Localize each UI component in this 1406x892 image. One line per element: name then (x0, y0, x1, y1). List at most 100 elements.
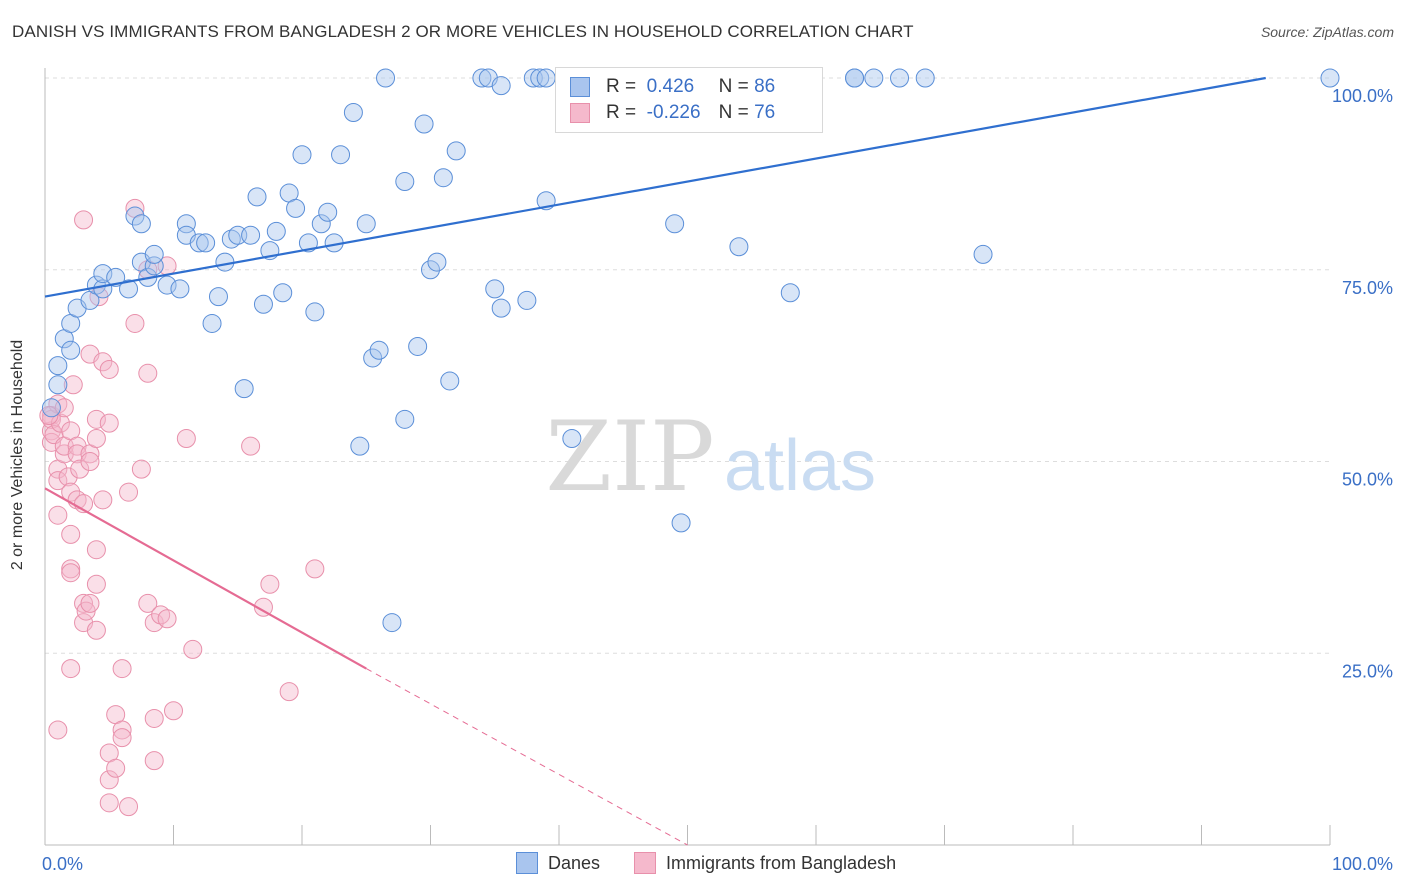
series-legend: Danes Immigrants from Bangladesh (0, 852, 1406, 876)
data-point-bangladesh (48, 505, 68, 525)
data-point-danes (446, 141, 466, 161)
data-point-danes (119, 279, 139, 299)
data-point-bangladesh (61, 563, 81, 583)
data-point-danes (890, 68, 910, 88)
data-point-danes (427, 252, 447, 272)
data-point-bangladesh (119, 482, 139, 502)
data-point-bangladesh (241, 436, 261, 456)
series-danes-points (41, 68, 1340, 633)
data-point-bangladesh (305, 559, 325, 579)
data-point-bangladesh (138, 363, 158, 383)
data-point-danes (414, 114, 434, 134)
data-point-danes (433, 168, 453, 188)
legend-row-danes: R = 0.426 N = 86 (570, 74, 775, 100)
data-point-danes (491, 298, 511, 318)
watermark: ZIP atlas (545, 401, 876, 513)
data-point-danes (170, 279, 190, 299)
data-point-bangladesh (131, 459, 151, 479)
data-point-danes (208, 287, 228, 307)
data-point-danes (286, 198, 306, 218)
data-point-bangladesh (41, 432, 61, 452)
data-point-bangladesh (80, 452, 100, 471)
data-point-danes (234, 379, 254, 399)
data-point-bangladesh (157, 609, 177, 629)
data-point-bangladesh (74, 210, 94, 230)
data-point-danes (176, 214, 196, 234)
data-point-danes (864, 68, 884, 88)
data-point-danes (665, 214, 685, 234)
data-point-bangladesh (99, 793, 119, 813)
data-point-bangladesh (176, 428, 196, 448)
data-point-danes (125, 206, 145, 226)
watermark-zip: ZIP (545, 401, 714, 513)
data-point-danes (356, 214, 376, 234)
data-point-bangladesh (99, 359, 119, 379)
data-point-bangladesh (93, 490, 113, 510)
data-point-danes (241, 225, 261, 245)
y-tick-label: 25.0% (1342, 661, 1393, 681)
data-point-danes (305, 302, 325, 322)
data-point-danes (562, 428, 582, 448)
data-point-danes (131, 214, 151, 234)
stats-legend: R = 0.426 N = 86 R = -0.226 N = 76 (555, 67, 823, 133)
data-point-danes (106, 267, 126, 287)
data-point-bangladesh (39, 405, 59, 425)
legend-n-label: N = (718, 102, 749, 123)
data-point-danes (472, 68, 492, 88)
data-point-danes (369, 340, 389, 360)
data-point-danes (973, 244, 993, 264)
data-point-danes (363, 348, 383, 368)
data-point-danes (144, 256, 164, 276)
data-point-danes (157, 275, 177, 295)
data-point-bangladesh (50, 413, 70, 433)
data-point-danes (1320, 68, 1340, 88)
legend-n-value: 76 (754, 102, 776, 123)
data-point-danes (845, 68, 865, 88)
x-tick-label: 0.0% (42, 854, 83, 874)
legend-r-label: R = (606, 76, 637, 97)
data-point-danes (93, 264, 113, 284)
data-point-bangladesh (112, 659, 132, 679)
data-point-danes (61, 340, 81, 360)
data-point-bangladesh (138, 593, 158, 613)
chart-title: DANISH VS IMMIGRANTS FROM BANGLADESH 2 O… (12, 22, 914, 41)
data-point-bangladesh (86, 540, 106, 560)
data-point-danes (343, 103, 363, 123)
data-point-danes (485, 279, 505, 299)
data-point-bangladesh (279, 682, 299, 702)
data-point-danes (202, 313, 222, 333)
tick-labels: 100.0% 75.0% 50.0% 25.0% 0.0% 100.0% (42, 86, 1393, 874)
data-point-bangladesh (99, 413, 119, 433)
legend-r-value: 0.426 (646, 76, 695, 97)
data-point-danes (536, 68, 556, 88)
data-point-danes (144, 244, 164, 264)
data-point-danes (331, 145, 351, 165)
data-point-bangladesh (48, 720, 68, 740)
data-point-bangladesh (86, 428, 106, 448)
data-point-bangladesh (93, 352, 113, 372)
data-point-bangladesh (80, 593, 100, 613)
data-point-danes (395, 409, 415, 429)
y-tick-label: 50.0% (1342, 470, 1393, 490)
data-point-bangladesh (144, 613, 164, 633)
data-point-danes (350, 436, 370, 456)
data-point-bangladesh (61, 524, 81, 544)
data-point-bangladesh (183, 639, 203, 659)
data-point-bangladesh (63, 375, 83, 395)
data-point-bangladesh (74, 593, 94, 613)
data-point-bangladesh (61, 659, 81, 679)
data-point-danes (395, 172, 415, 192)
data-point-danes (671, 513, 691, 533)
data-point-bangladesh (260, 574, 280, 594)
data-point-danes (273, 283, 293, 303)
data-point-bangladesh (86, 574, 106, 594)
data-point-bangladesh (86, 409, 106, 429)
data-point-bangladesh (58, 467, 78, 487)
y-tick-label: 75.0% (1342, 278, 1393, 298)
data-point-danes (318, 202, 338, 222)
series-bangladesh-points (39, 198, 325, 817)
y-axis-label: 2 or more Vehicles in Household (9, 339, 26, 571)
data-point-danes (421, 260, 440, 280)
grid-lines (45, 77, 1330, 654)
